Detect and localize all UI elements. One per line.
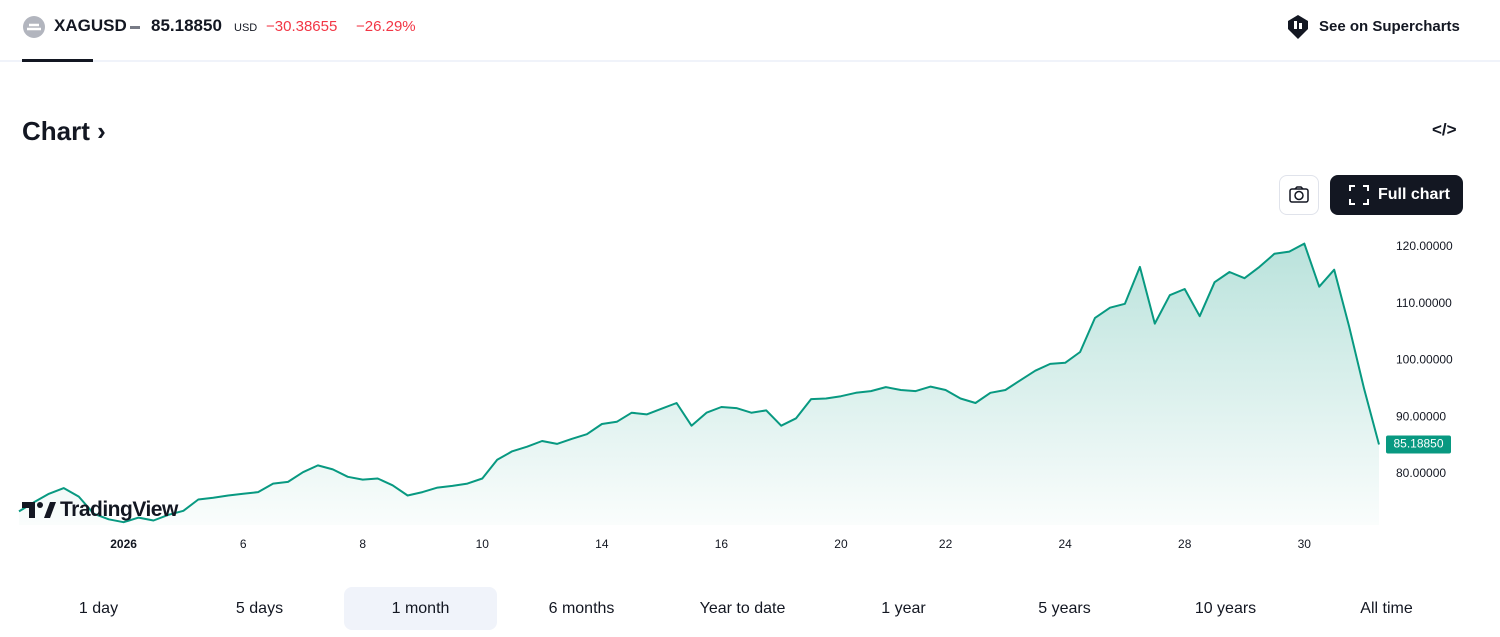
y-tick-label: 100.00000 (1396, 353, 1453, 367)
area-fill (19, 243, 1379, 525)
range-button[interactable]: All time (1360, 599, 1413, 617)
x-tick-label: 28 (1178, 537, 1192, 551)
price-line (18, 242, 1380, 524)
x-tick-label: 24 (1058, 537, 1072, 551)
change-percent: −26.29% (356, 18, 416, 35)
watermark: TradingView (22, 498, 178, 522)
camera-icon (1289, 186, 1309, 203)
x-tick-label: 8 (359, 537, 366, 551)
last-price-label: 85.18850 (1393, 437, 1443, 451)
range-button[interactable]: 1 month (344, 587, 497, 630)
watermark-logo (22, 502, 56, 518)
symbol-icon (23, 16, 45, 38)
x-tick-label: 22 (939, 537, 953, 551)
x-tick-label: 2026 (110, 537, 137, 551)
full-chart-button[interactable]: Full chart (1330, 175, 1463, 215)
change: −30.38655 (266, 18, 338, 35)
last-price-badge (1386, 435, 1451, 454)
fullscreen-icon (1349, 185, 1369, 205)
status-dash (130, 26, 140, 29)
y-tick-label: 90.00000 (1396, 409, 1446, 423)
x-tick-label: 10 (476, 537, 490, 551)
symbol: XAGUSD (54, 16, 127, 35)
tab-underline (22, 59, 93, 62)
section-title[interactable]: Chart › (22, 116, 106, 146)
range-button[interactable]: 10 years (1194, 599, 1257, 617)
watermark-text: TradingView (60, 498, 178, 521)
x-tick-label: 6 (240, 537, 247, 551)
full-chart-label: Full chart (1378, 186, 1451, 203)
currency: USD (234, 22, 258, 34)
section-title-text: Chart (22, 116, 90, 146)
range-button[interactable]: 5 days (235, 599, 284, 617)
price: 85.18850 (151, 16, 222, 35)
range-button[interactable]: 1 year (881, 599, 926, 617)
range-button[interactable]: 6 months (548, 599, 615, 617)
x-tick-label: 20 (834, 537, 848, 551)
snapshot-button[interactable] (1279, 175, 1319, 215)
y-tick-label: 80.00000 (1396, 466, 1446, 480)
y-tick-label: 120.00000 (1396, 239, 1453, 253)
header: XAGUSD 85.18850 USD −30.38655 −26.29% Se… (0, 0, 1500, 62)
range-button[interactable]: Year to date (699, 599, 786, 617)
x-tick-label: 14 (595, 537, 609, 551)
supercharts-link[interactable]: See on Supercharts (1319, 18, 1460, 35)
range-button[interactable]: 5 years (1038, 599, 1091, 617)
y-tick-label: 110.00000 (1396, 296, 1452, 310)
supercharts-icon[interactable] (1285, 14, 1311, 40)
x-tick-label: 30 (1298, 537, 1312, 551)
range-button[interactable]: 1 day (78, 599, 119, 617)
x-tick-label: 16 (715, 537, 729, 551)
embed-icon[interactable]: </> (1432, 120, 1457, 139)
chart: 80.00000 90.00000 100.00000 110.00000 120.00… (18, 239, 1453, 551)
